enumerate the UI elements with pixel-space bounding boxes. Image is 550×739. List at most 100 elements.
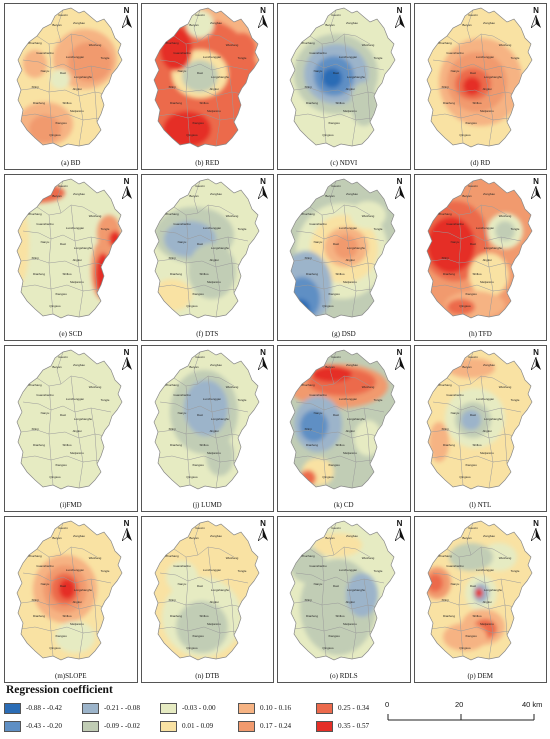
choropleth-map: Guoxin Beiyan Zongbao Zhuchang Wushang Guansh… xyxy=(289,178,396,319)
town-label: Wushang xyxy=(362,214,375,218)
scale-tick-20: 20 xyxy=(455,700,464,709)
town-label: Longshanghu xyxy=(74,246,93,250)
town-label: Meijianmu xyxy=(480,280,494,284)
north-arrow-icon: N xyxy=(530,519,542,541)
coefficient-zone xyxy=(334,235,358,259)
town-label: Nanyu xyxy=(177,69,186,73)
town-label: Guoxin xyxy=(195,13,205,17)
town-label: Guoxin xyxy=(58,355,68,359)
town-label: Wushang xyxy=(89,556,102,560)
township-boundary xyxy=(36,33,98,45)
township-boundary xyxy=(430,455,509,463)
town-label: Zongbao xyxy=(346,363,358,367)
township-boundary xyxy=(500,407,507,465)
map-panel-n: Guoxin Beiyan Zongbao Zhuchang Wushang Guansh… xyxy=(140,516,274,683)
town-label: Zhuchang xyxy=(301,212,315,216)
town-label: Meijianmu xyxy=(480,451,494,455)
district-outline xyxy=(16,7,123,148)
town-label: Tongle xyxy=(237,569,246,573)
town-label: Daxi xyxy=(333,71,339,75)
township-boundary xyxy=(309,33,371,45)
town-label: Xilinji xyxy=(304,598,311,602)
town-label: Tongle xyxy=(374,56,383,60)
town-label: Meijianmu xyxy=(70,622,84,626)
map-panel-p: Guoxin Beiyan Zongbao Zhuchang Wushang Guansh… xyxy=(413,516,547,683)
town-label: Nanyu xyxy=(450,240,459,244)
town-label: Shilluo xyxy=(199,272,208,276)
town-label: Wushang xyxy=(225,385,238,389)
town-label: Jingkui xyxy=(345,87,355,91)
choropleth-map: Guoxin Beiyan Zongbao Zhuchang Wushang Guansh… xyxy=(16,520,123,661)
township-boundary xyxy=(56,180,64,214)
township-boundary xyxy=(157,284,236,292)
panel-caption: (i)FMD xyxy=(59,501,82,509)
town-label: Guanshanbu xyxy=(309,222,327,226)
map-panel-k: Guoxin Beiyan Zongbao Zhuchang Wushang Guansh… xyxy=(277,345,411,512)
north-label: N xyxy=(533,177,539,186)
district-outline xyxy=(153,520,259,661)
town-label: Qingsuo xyxy=(322,304,334,308)
town-label: Xilinji xyxy=(304,427,311,431)
township-boundary xyxy=(309,546,371,558)
township-boundary xyxy=(173,375,234,387)
town-label: Lunchenggan xyxy=(202,397,221,401)
township-boundary xyxy=(193,522,200,556)
legend-swatch xyxy=(4,702,21,714)
township-boundary xyxy=(446,204,507,216)
township-boundary xyxy=(458,385,463,486)
choropleth-map: Guoxin Beiyan Zongbao Zhuchang Wushang Guansh… xyxy=(289,7,396,148)
township-boundary xyxy=(293,284,373,292)
north-arrow-icon: N xyxy=(530,177,542,199)
town-label: Zongbao xyxy=(346,534,358,538)
town-label: Shilluo xyxy=(335,272,344,276)
town-label: Nanyu xyxy=(41,411,50,415)
town-label: Guanshanbu xyxy=(36,393,54,397)
township-boundary xyxy=(293,113,373,121)
town-label: Daxi xyxy=(469,413,475,417)
town-label: Lunchenggan xyxy=(339,568,358,572)
town-label: Zhuchang xyxy=(301,383,315,387)
township-boundary xyxy=(70,204,84,318)
township-boundary xyxy=(48,385,54,486)
north-label: N xyxy=(396,177,403,186)
town-label: Zhuchang xyxy=(438,212,452,216)
town-label: Jingkui xyxy=(72,87,82,91)
township-boundary xyxy=(56,522,64,556)
scale-tick-40: 40 km xyxy=(522,700,543,709)
township-boundary xyxy=(343,375,357,489)
town-label: Guanshanbu xyxy=(446,393,464,397)
town-label: Xiangwu xyxy=(55,292,67,296)
town-label: Lunchenggan xyxy=(475,568,494,572)
legend-label: 0.25 - 0.34 xyxy=(338,704,370,712)
town-label: Meijianmu xyxy=(480,622,494,626)
town-label: Beiyan xyxy=(52,536,62,540)
town-label: Zongbao xyxy=(73,192,85,196)
coefficient-zone xyxy=(322,68,342,88)
town-label: Wushang xyxy=(89,214,102,218)
township-boundary xyxy=(207,204,220,318)
town-label: Tongle xyxy=(374,398,383,402)
scale-bar-graphic xyxy=(387,714,535,721)
town-label: Daxi xyxy=(196,71,202,75)
town-label: Lunchenggan xyxy=(339,55,358,59)
town-label: Guoxin xyxy=(195,184,205,188)
north-arrow-icon: N xyxy=(394,348,406,370)
township-boundary xyxy=(446,375,507,387)
north-arrow-icon: N xyxy=(257,6,269,28)
town-label: Xiangwu xyxy=(328,463,340,467)
scale-tick-0: 0 xyxy=(385,700,390,709)
panel-caption: (a) BD xyxy=(61,159,81,167)
township-boundary xyxy=(329,351,337,385)
township-boundary xyxy=(185,214,190,315)
north-arrow-icon: N xyxy=(257,519,269,541)
north-arrow-icon: N xyxy=(121,6,133,28)
town-label: Jingkui xyxy=(345,258,355,262)
coefficient-zone xyxy=(185,10,214,38)
coefficient-zone xyxy=(460,410,481,430)
town-label: Beiyan xyxy=(325,536,335,540)
coefficient-zone xyxy=(91,240,115,300)
township-boundary xyxy=(363,236,371,294)
township-boundary xyxy=(321,385,327,486)
scale-bar: 0 20 40 km xyxy=(384,700,544,734)
legend-label: -0.21 - -0.08 xyxy=(104,704,140,712)
